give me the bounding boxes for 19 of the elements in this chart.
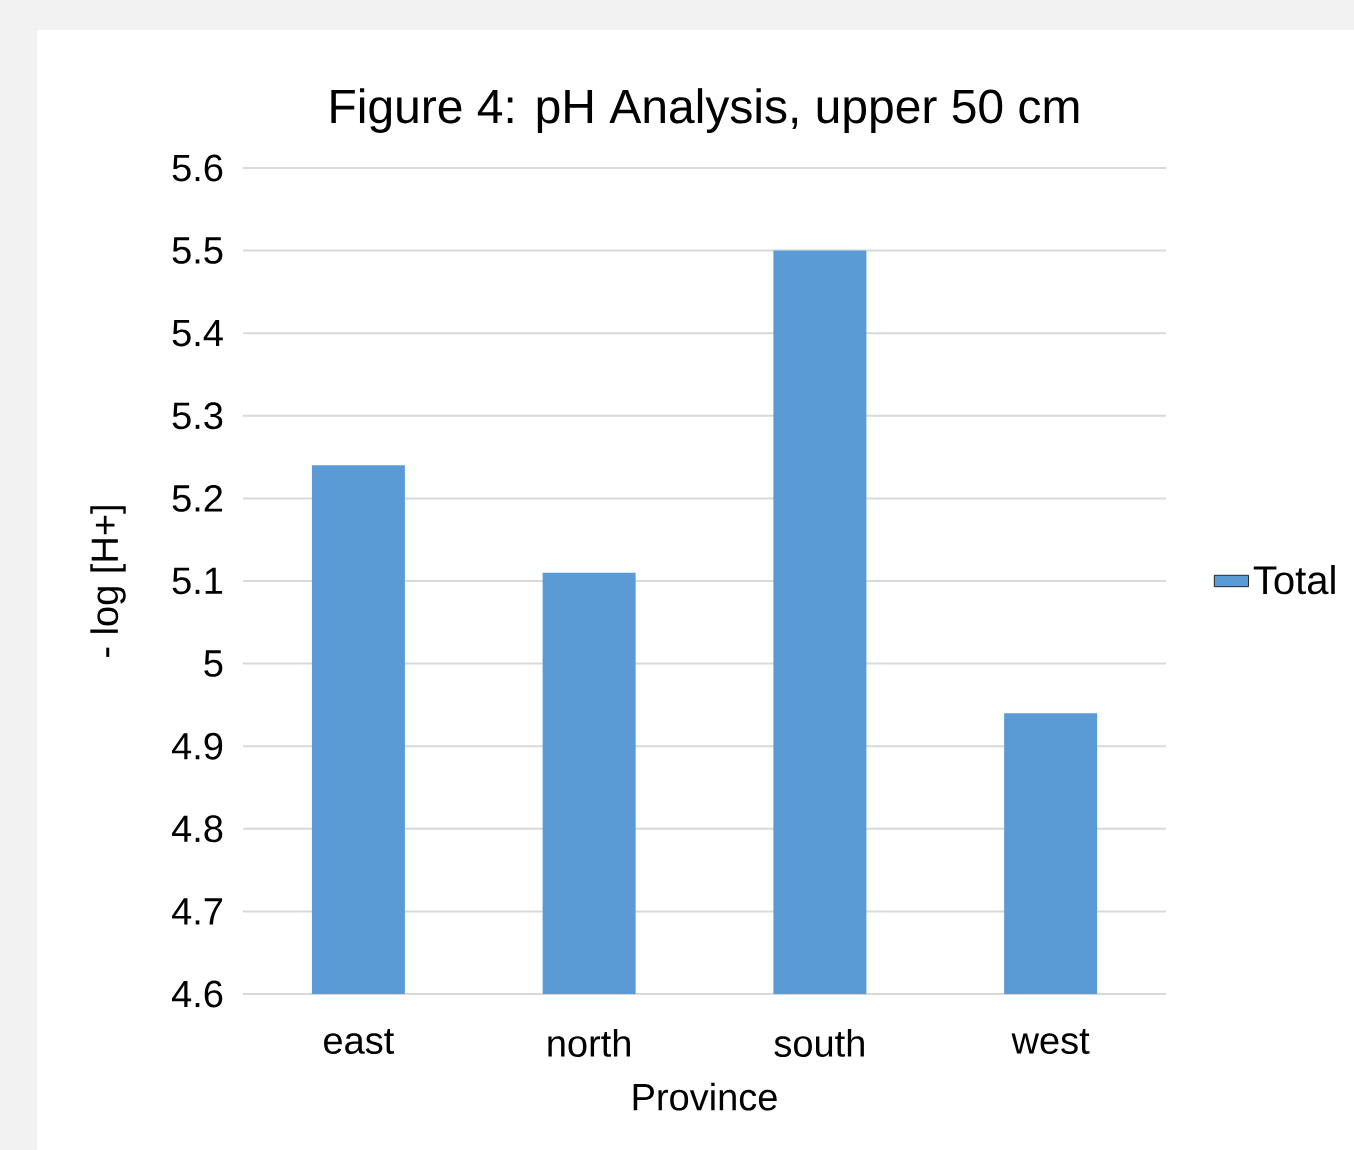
y-tick-label: 4.8 (171, 815, 223, 843)
y-tick-label: 4.6 (171, 980, 223, 1008)
y-tick-label: 5.4 (172, 319, 223, 347)
x-tick-label: north (548, 1029, 630, 1057)
x-tick-label: west (1011, 1029, 1090, 1054)
y-axis-title: - log [H+] (90, 506, 126, 657)
chart-title: Figure 4: pH Analysis, upper 50 cm (331, 88, 1079, 133)
x-tick-label: east (324, 1029, 395, 1054)
y-tick-label: 5.5 (172, 237, 223, 264)
y-tick-label: 5.3 (172, 402, 223, 430)
y-tick-label: 4.7 (171, 898, 223, 925)
y-tick-label: 4.9 (171, 732, 223, 760)
y-tick-label: 5.6 (172, 154, 223, 182)
x-axis-title: Province (633, 1082, 777, 1111)
y-tick-label: 5.2 (172, 484, 223, 512)
y-tick-label: 5.1 (172, 567, 223, 595)
y-tick-label: 5 (204, 650, 223, 677)
x-tick-label: south (774, 1029, 864, 1057)
legend-label: Total (1253, 564, 1335, 595)
